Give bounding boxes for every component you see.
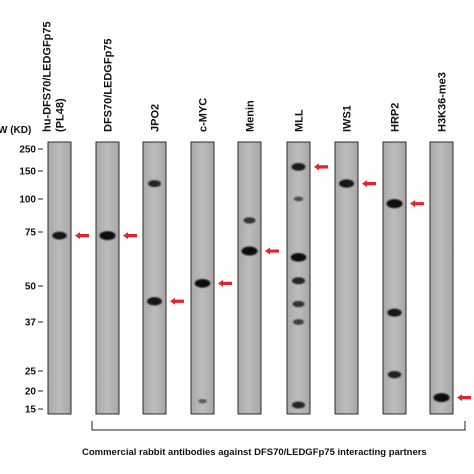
blot-lane: DFS70/LEDGFp75 [95,38,137,415]
lane-label: MLL [294,109,306,132]
red-arrow-icon [265,247,279,255]
red-arrow-icon [362,180,376,188]
lane-label: (PL48) [55,98,67,132]
protein-band [292,300,305,308]
mw-marker-label: 25 [25,367,37,378]
lane-label: DFS70/LEDGFp75 [103,38,115,132]
protein-band [290,253,307,262]
protein-band [292,277,305,285]
figure-caption: Commercial rabbit antibodies against DFS… [82,447,427,458]
membrane-strip [237,141,262,415]
blot-lane: HRP2 [382,103,424,415]
mw-marker-label: 100 [19,195,36,206]
membrane-strip [95,141,120,415]
mw-marker-label: 250 [19,145,36,156]
red-arrow-icon [170,297,184,305]
red-arrow-icon [410,200,424,208]
lane-label: Menin [245,100,257,132]
protein-band [148,180,161,188]
protein-band [339,179,354,188]
mw-header: W (KD) [0,125,31,136]
red-arrow-icon [457,394,471,402]
mw-marker-label: 15 [25,405,37,416]
protein-band [293,196,304,202]
blot-lane: c-MYC [190,98,232,415]
caption-bracket [91,421,466,431]
red-arrow-icon [314,163,328,171]
protein-band [194,279,211,288]
protein-band [387,370,402,379]
membrane-strip [382,141,407,415]
lane-label: HRP2 [390,103,402,132]
mw-marker-label: 150 [19,167,36,178]
protein-band [293,319,304,325]
lane-label: IWS1 [342,105,354,132]
lane-label: hu-DFS70/LEDGFp75 [42,21,54,132]
blot-lane: hu-DFS70/LEDGFp75 (PL48) [42,21,89,415]
mw-marker-label: 37 [25,318,37,329]
protein-band [99,231,116,241]
protein-band [433,393,450,403]
lane-label: c-MYC [198,98,210,132]
mw-marker-label: 20 [25,387,37,398]
blot-lane: JPO2 [142,104,184,415]
red-arrow-icon [218,279,232,287]
mw-marker-axis: 250 150 100 75 50 37 25 20 15 [19,145,43,416]
protein-band [147,297,162,306]
membrane-strip [190,141,215,415]
membrane-strip [47,141,72,415]
mw-marker-label: 75 [25,228,37,239]
blot-lane: IWS1 [334,105,376,415]
blot-lanes: hu-DFS70/LEDGFp75 (PL48) DFS70/LEDGFp75 JPO… [42,21,471,415]
protein-band [292,401,305,409]
mw-marker-label: 50 [25,282,37,293]
protein-band [386,199,403,209]
protein-band [291,163,306,171]
membrane-strip [142,141,167,415]
lane-label: JPO2 [150,104,162,132]
protein-band [387,308,402,317]
protein-band [52,231,67,240]
blot-lane: Menin [237,100,279,415]
red-arrow-icon [123,232,137,240]
membrane-strip [429,141,454,415]
protein-band [243,217,256,224]
lane-label: H3K36-me3 [437,72,449,132]
red-arrow-icon [75,232,89,240]
membrane-strip [334,141,359,415]
protein-band [198,399,207,404]
blot-lane: MLL [286,109,328,415]
blot-lane: H3K36-me3 [429,72,471,415]
protein-band [241,246,258,256]
